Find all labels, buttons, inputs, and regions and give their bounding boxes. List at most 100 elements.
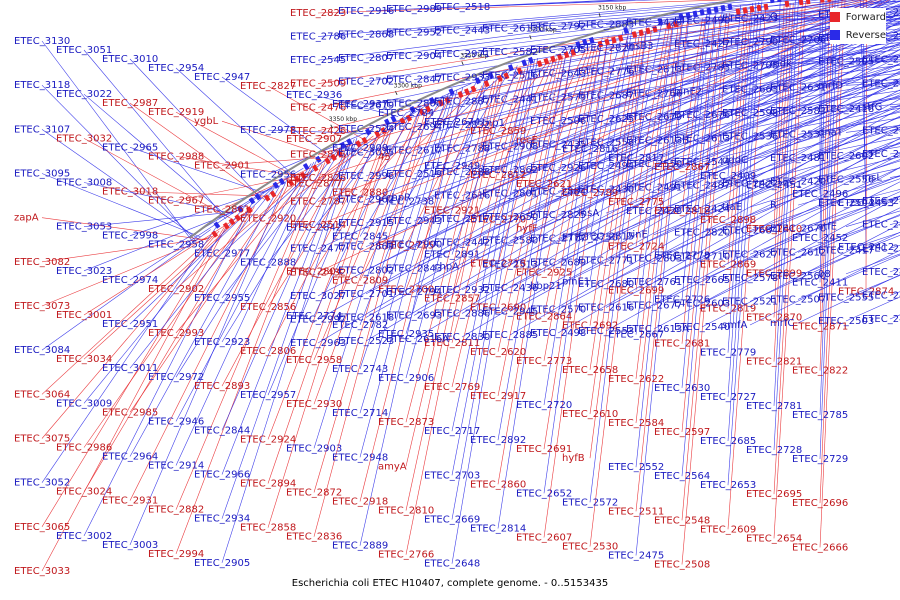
feature-label: ETEC_2806 <box>240 346 296 357</box>
feature-connector-line <box>589 25 648 503</box>
feature-connector-line <box>653 28 900 47</box>
feature-connector-line <box>497 52 572 485</box>
feature-label: ETEC_2932 <box>434 285 490 296</box>
feature-connector-line <box>317 0 731 14</box>
feature-label: pinE <box>626 230 648 241</box>
reverse-gene-glyph <box>384 118 391 126</box>
feature-label: ETEC_3018 <box>102 187 158 198</box>
feature-label: ETEC_2967 <box>148 196 204 207</box>
feature-label: ETEC_2481 <box>770 153 826 164</box>
feature-label: ETEC_2882 <box>148 505 204 516</box>
feature-label: ETEC_2884 <box>530 187 586 198</box>
forward-gene-glyph <box>437 99 445 107</box>
feature-connector-line <box>313 105 421 449</box>
forward-gene-glyph <box>604 38 610 46</box>
feature-label: ETEC_2607 <box>516 533 572 544</box>
feature-label: ETEC_2766 <box>378 550 434 561</box>
feature-label: chpA <box>434 261 459 272</box>
feature-connector-line <box>313 119 407 184</box>
feature-label: ETEC_2625 <box>578 114 634 125</box>
forward-gene-glyph <box>570 48 577 56</box>
feature-label: ETEC_2845 <box>332 232 388 243</box>
feature-connector-line <box>313 108 429 537</box>
feature-label: ETEC_2676 <box>674 110 730 121</box>
feature-connector-line <box>557 73 900 192</box>
feature-label: ETEC_2877 <box>286 178 342 189</box>
feature-connector-line <box>701 49 900 69</box>
feature-connector-line <box>41 236 212 307</box>
feature-label: ETEC_2925 <box>516 268 572 279</box>
feature-connector-line <box>461 63 900 291</box>
feature-label: ETEC_2894 <box>240 479 296 490</box>
feature-label: ETEC_2887 <box>434 96 490 107</box>
feature-connector-line <box>83 182 234 214</box>
feature-connector-line <box>451 57 538 564</box>
feature-label: ETEC_2802 <box>338 265 394 276</box>
feature-label: ETEC_2715 <box>378 241 434 252</box>
feature-label: ETEC_2665 <box>674 275 730 286</box>
feature-label: ETEC_2609 <box>700 524 756 535</box>
feature-connector-line <box>129 187 273 281</box>
feature-connector-line <box>819 0 827 283</box>
feature-label: stfG <box>862 102 882 113</box>
feature-label: recE <box>516 135 538 146</box>
feature-connector-line <box>797 98 900 112</box>
strand-legend: Forward Reverse <box>829 8 886 44</box>
forward-gene-glyph <box>652 25 658 33</box>
map-caption: Escherichia coli ETEC H10407, complete g… <box>291 578 609 589</box>
scale-tick-mark <box>395 91 398 96</box>
feature-label: ETEC_2558 <box>578 137 634 148</box>
feature-label: ETEC_2790 <box>722 37 778 48</box>
feature-label: ETEC_2652 <box>516 488 572 499</box>
feature-label: ETEC_2544 <box>674 157 730 168</box>
feature-connector-line <box>41 232 217 395</box>
feature-connector-line <box>543 44 599 317</box>
feature-label: ETEC_3130 <box>14 36 70 47</box>
feature-label: ETEC_2971 <box>434 49 490 60</box>
feature-label: ETEC_2703 <box>424 470 480 481</box>
feature-label: ETEC_2792 <box>530 22 586 33</box>
forward-gene-glyph <box>805 0 811 5</box>
feature-label: ETEC_2412 <box>838 242 894 253</box>
feature-label: ETEC_2464 <box>862 314 900 325</box>
feature-label: insA <box>578 208 599 219</box>
reverse-gene-glyph <box>448 88 455 96</box>
reverse-gene-glyph <box>272 181 280 189</box>
reverse-swatch <box>829 30 840 40</box>
feature-label: ETEC_2603 <box>674 298 730 309</box>
feature-connector-line <box>605 80 900 167</box>
feature-label: ETEC_3003 <box>102 540 158 551</box>
scale-tick-mark <box>529 35 532 40</box>
feature-connector-line <box>635 25 670 247</box>
feature-label: ETEC_3051 <box>56 45 112 56</box>
feature-label: ETEC_2658 <box>562 365 618 376</box>
forward-gene-glyph <box>336 150 344 158</box>
reverse-gene-glyph <box>582 38 588 46</box>
feature-label: ETEC_2993 <box>148 328 204 339</box>
feature-connector-line <box>497 59 552 176</box>
feature-label: ETEC_2821 <box>746 357 802 368</box>
feature-label: ETEC_2679 <box>626 112 682 123</box>
feature-connector-line <box>129 181 283 457</box>
feature-label: ETEC_2423 <box>722 14 778 25</box>
feature-label: ETEC_2883 <box>578 20 634 31</box>
feature-label: ETEC_2918 <box>332 497 388 508</box>
feature-label: ETEC_2627 <box>722 249 778 260</box>
feature-connector-line <box>557 84 900 216</box>
feature-label: ETEC_2685 <box>700 436 756 447</box>
feature-connector-line <box>317 0 878 202</box>
reverse-gene-glyph <box>390 115 397 123</box>
feature-connector-line <box>701 111 900 163</box>
feature-label: ETEC_2523 <box>338 336 394 347</box>
feature-connector-line <box>773 1 806 539</box>
feature-label: ETEC_2622 <box>608 374 664 385</box>
feature-connector-line <box>221 148 350 387</box>
feature-label: ETEC_2443 <box>434 26 490 37</box>
reverse-gene-glyph <box>776 0 782 3</box>
feature-connector-line <box>635 16 684 468</box>
feature-label: ETEC_2781 <box>746 401 802 412</box>
feature-label: ETEC_2451 <box>746 180 802 191</box>
feature-label: ETEC_2774 <box>286 311 342 322</box>
feature-label: mrfC <box>770 318 794 329</box>
